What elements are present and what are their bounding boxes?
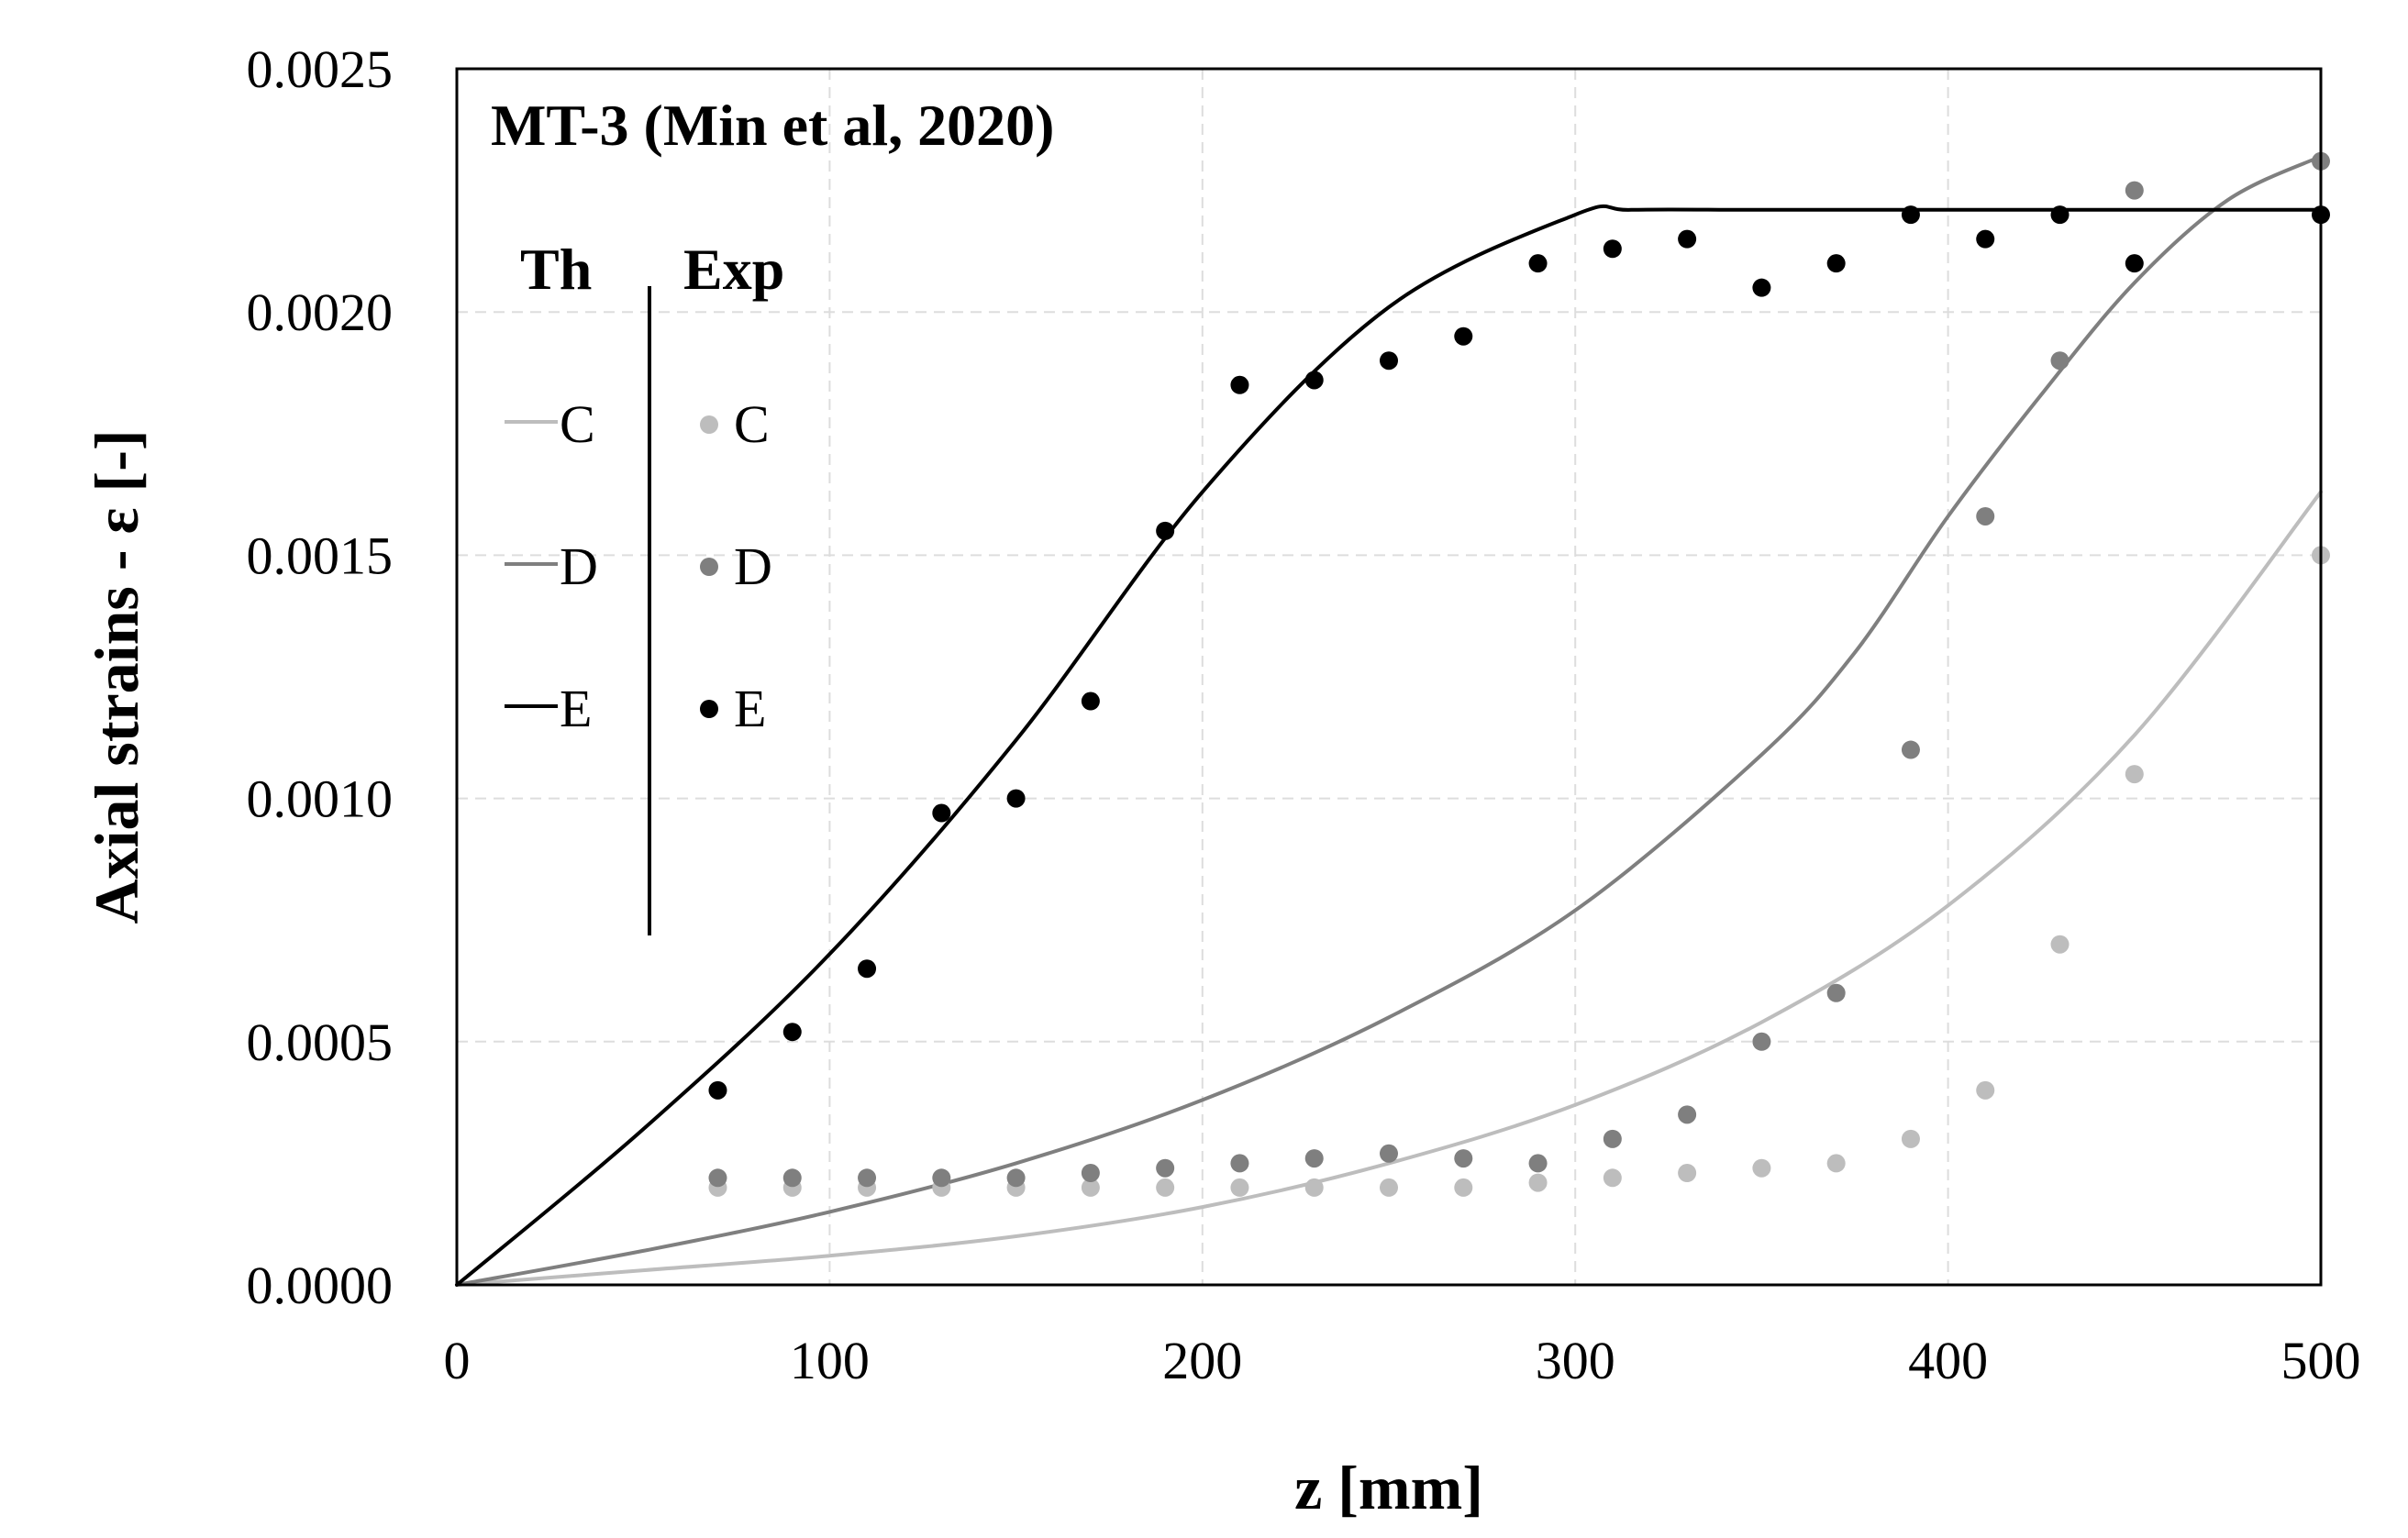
exp-point-d [1752, 1032, 1771, 1051]
exp-point-e [1380, 351, 1398, 371]
plot-frame [455, 67, 2323, 1287]
legend-theory-label-c: C [560, 394, 595, 454]
exp-point-e [932, 803, 951, 823]
legend-exp-label-c: C [734, 394, 770, 454]
y-tick-label: 0.0010 [247, 769, 394, 829]
exp-point-e [1230, 375, 1249, 394]
exp-point-c [1826, 1154, 1846, 1173]
legend-exp-label-d: D [734, 537, 772, 596]
exp-point-e [858, 959, 877, 979]
exp-point-d [1156, 1158, 1175, 1178]
exp-point-c [1304, 1178, 1324, 1197]
exp-point-e [782, 1023, 802, 1042]
legend-theory-label-d: D [560, 537, 598, 596]
exp-point-c [1380, 1178, 1398, 1197]
exp-point-c [1678, 1164, 1697, 1183]
grid-layer [457, 69, 2321, 1285]
exp-point-d [1678, 1105, 1697, 1124]
points-layer [708, 151, 2330, 1197]
exp-point-e [1304, 371, 1324, 390]
exp-point-d [2125, 181, 2144, 200]
y-tick-label: 0.0015 [247, 526, 394, 585]
exp-point-e [1752, 278, 1771, 297]
exp-point-e [1156, 521, 1175, 540]
y-tick-label: 0.0000 [247, 1256, 394, 1315]
exp-point-d [1006, 1168, 1026, 1188]
exp-point-d [1826, 983, 1846, 1002]
exp-point-c [1230, 1178, 1249, 1197]
theory-line-d [455, 154, 2323, 1287]
exp-point-d [858, 1168, 877, 1188]
exp-point-e [708, 1080, 727, 1100]
y-tick-label: 0.0020 [247, 282, 394, 342]
legend-theory-label-e: E [560, 679, 592, 738]
x-tick-label: 500 [2281, 1331, 2361, 1390]
theory-line-c [455, 490, 2323, 1287]
legend-exp-marker-d [700, 558, 718, 576]
axes-layer: 0.0000 0.0005 0.0010 0.0015 0.0020 0.0025 0 100… [247, 39, 2361, 1390]
exp-point-c [1901, 1129, 1920, 1148]
legend-theory-header: Th [520, 237, 592, 302]
exp-point-d [1976, 506, 1995, 526]
exp-point-d [2050, 351, 2070, 371]
x-tick-label: 0 [444, 1331, 471, 1390]
exp-point-c [1976, 1080, 1995, 1100]
x-axis-title: z [mm] [1294, 1453, 1483, 1522]
exp-point-c [1454, 1178, 1473, 1197]
exp-point-c [1752, 1158, 1771, 1178]
exp-point-e [1528, 254, 1548, 273]
exp-point-e [2050, 205, 2070, 225]
series-layer [455, 154, 2323, 1287]
x-tick-label: 400 [1908, 1331, 1988, 1390]
exp-point-e [1901, 205, 1920, 225]
legend-entries: C C D D E E [505, 394, 772, 738]
y-tick-label: 0.0005 [247, 1012, 394, 1072]
exp-point-d [1603, 1129, 1622, 1148]
legend-experiment-header: Exp [683, 237, 784, 302]
theory-line-e [455, 204, 2323, 1287]
exp-point-e [1826, 254, 1846, 273]
exp-point-e [1454, 326, 1473, 346]
y-axis-title: Axial strains - ε [-] [82, 430, 151, 924]
exp-point-e [1678, 229, 1697, 249]
exp-point-d [782, 1168, 802, 1188]
exp-point-c [2125, 765, 2144, 784]
legend-exp-label-e: E [734, 679, 766, 738]
exp-point-c [1528, 1173, 1548, 1192]
exp-point-d [1901, 740, 1920, 759]
exp-point-d [1528, 1154, 1548, 1173]
exp-point-e [2125, 254, 2144, 273]
exp-point-e [1081, 692, 1100, 711]
x-tick-label: 200 [1162, 1331, 1242, 1390]
exp-point-d [708, 1168, 727, 1188]
exp-point-c [2050, 935, 2070, 954]
legend-exp-marker-c [700, 415, 718, 434]
exp-point-e [1006, 789, 1026, 808]
legend-exp-marker-e [700, 700, 718, 718]
chart-title: MT-3 (Min et al, 2020) [491, 93, 1054, 158]
exp-point-c [1156, 1178, 1175, 1197]
exp-point-d [1081, 1164, 1100, 1183]
x-tick-label: 300 [1536, 1331, 1615, 1390]
exp-point-e [1976, 229, 1995, 249]
exp-point-c [1081, 1178, 1100, 1197]
exp-point-d [1454, 1149, 1473, 1168]
y-tick-label: 0.0025 [247, 39, 394, 99]
legend: Th Exp C C D D E E [505, 237, 784, 935]
exp-point-d [1230, 1154, 1249, 1173]
exp-point-d [1304, 1149, 1324, 1168]
exp-point-c [1603, 1168, 1622, 1188]
x-tick-label: 100 [790, 1331, 870, 1390]
exp-point-d [1380, 1144, 1398, 1163]
exp-point-d [932, 1168, 951, 1188]
exp-point-e [1603, 239, 1622, 259]
